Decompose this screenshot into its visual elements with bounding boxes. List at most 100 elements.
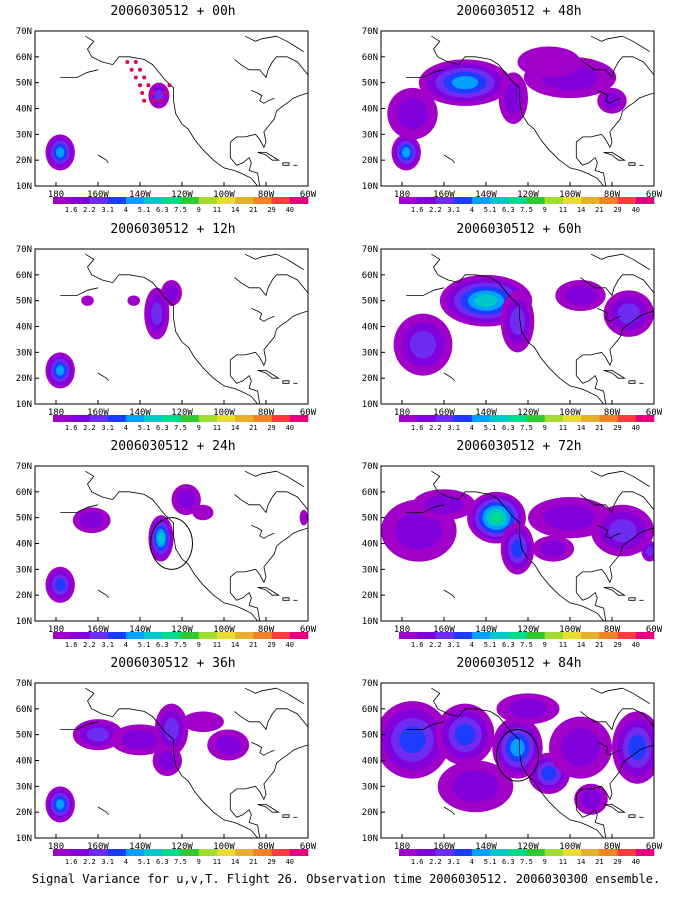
coastline-1 xyxy=(575,527,654,621)
y-tick-label: 70N xyxy=(16,27,32,37)
colorbar-label: 11 xyxy=(559,641,567,649)
colorbar-label: 3.1 xyxy=(447,206,460,214)
x-tick-label: 100W xyxy=(213,625,235,635)
colorbar-swatch xyxy=(617,849,637,856)
colorbar-label: 14 xyxy=(231,641,239,649)
colorbar-label: 14 xyxy=(577,858,585,866)
coastline-1 xyxy=(229,310,308,404)
obs-marker-9 xyxy=(146,83,151,88)
y-tick-label: 60N xyxy=(362,271,378,281)
x-tick-label: 140W xyxy=(475,842,497,852)
colorbar-swatch xyxy=(235,632,254,639)
coastline-2 xyxy=(580,491,654,514)
colorbar-swatch xyxy=(635,415,655,422)
variance-contour-4-1 xyxy=(544,504,596,531)
colorbar-swatch xyxy=(180,849,200,856)
obs-marker-8 xyxy=(142,75,147,80)
coastline-1 xyxy=(229,744,308,838)
colorbar-label: 40 xyxy=(286,858,294,866)
coastline-10 xyxy=(406,69,445,78)
x-tick-label: 160W xyxy=(433,190,455,200)
colorbar-label: 21 xyxy=(249,858,257,866)
y-tick-label: 70N xyxy=(362,27,378,37)
colorbar-swatch xyxy=(599,415,618,422)
colorbar-swatch xyxy=(89,197,108,204)
coastline-8 xyxy=(590,35,623,42)
colorbar-label: 40 xyxy=(632,206,640,214)
colorbar-swatch xyxy=(526,849,546,856)
colorbar-label: 7.5 xyxy=(174,641,187,649)
panel-title: 2006030512 + 36h xyxy=(110,656,236,671)
obs-marker-10 xyxy=(150,91,155,95)
colorbar-swatch xyxy=(53,197,72,204)
x-tick-label: 180 xyxy=(48,625,64,635)
coastline-0 xyxy=(431,35,604,186)
y-tick-label: 10N xyxy=(16,182,32,192)
colorbar-label: 3.1 xyxy=(447,424,460,432)
colorbar-label: 7.5 xyxy=(174,858,187,866)
y-tick-label: 70N xyxy=(16,462,32,472)
variance-contour-4-0 xyxy=(192,504,214,521)
coastline-1 xyxy=(575,310,654,404)
x-tick-label: 140W xyxy=(475,625,497,635)
colorbar-label: 11 xyxy=(559,206,567,214)
coastline-10 xyxy=(60,69,99,78)
y-tick-label: 70N xyxy=(16,245,32,255)
plot-area xyxy=(381,249,654,404)
coastline-4 xyxy=(282,162,290,166)
obs-marker-11 xyxy=(152,98,157,103)
colorbar-label: 9 xyxy=(543,858,547,866)
coastline-6 xyxy=(597,90,621,104)
coastline-0 xyxy=(431,687,604,838)
colorbar-label: 7.5 xyxy=(520,858,533,866)
coastline-2 xyxy=(580,708,654,731)
coastline-0 xyxy=(85,35,258,186)
colorbar-label: 2.2 xyxy=(429,641,442,649)
x-tick-label: 120W xyxy=(517,408,539,418)
x-tick-label: 180 xyxy=(48,190,64,200)
y-tick-label: 40N xyxy=(16,757,32,767)
x-tick-label: 100W xyxy=(213,842,235,852)
variance-contour-5-1 xyxy=(215,735,242,755)
x-tick-label: 140W xyxy=(475,190,497,200)
x-tick-label: 120W xyxy=(517,625,539,635)
colorbar-label: 6.3 xyxy=(156,858,169,866)
x-tick-label: 80W xyxy=(604,842,621,852)
y-tick-label: 70N xyxy=(16,679,32,689)
colorbar-swatch xyxy=(216,849,236,856)
colorbar-swatch xyxy=(617,197,637,204)
variance-contour-3-1 xyxy=(564,285,597,306)
variance-contour-5-3 xyxy=(628,735,646,761)
y-tick-label: 50N xyxy=(16,514,32,524)
variance-contour-6-1 xyxy=(540,540,567,557)
colorbar-swatch xyxy=(107,197,127,204)
colorbar-swatch xyxy=(453,849,473,856)
colorbar-swatch xyxy=(471,632,491,639)
colorbar-label: 40 xyxy=(286,206,294,214)
colorbar-label: 4 xyxy=(124,424,128,432)
variance-contour-2-4 xyxy=(510,738,525,757)
colorbar-label: 6.3 xyxy=(502,424,515,432)
colorbar-swatch xyxy=(599,632,618,639)
colorbar-swatch xyxy=(180,197,200,204)
x-tick-label: 120W xyxy=(171,625,193,635)
coastline-8 xyxy=(244,253,277,260)
colorbar-swatch xyxy=(235,197,254,204)
coastline-1 xyxy=(575,92,654,186)
target-circle xyxy=(150,517,193,570)
colorbar-label: 3.1 xyxy=(101,424,114,432)
coastline-9 xyxy=(97,806,107,813)
coastline-4 xyxy=(628,597,636,601)
colorbar-label: 5.1 xyxy=(138,641,151,649)
colorbar-swatch xyxy=(417,849,436,856)
variance-contour-0-4 xyxy=(402,147,411,158)
x-tick-label: 100W xyxy=(559,625,581,635)
colorbar-label: 11 xyxy=(213,641,221,649)
obs-marker-3 xyxy=(138,83,142,88)
colorbar-swatch xyxy=(198,415,218,422)
coastline-6 xyxy=(251,742,275,756)
x-tick-label: 60W xyxy=(646,190,663,200)
x-tick-label: 180 xyxy=(48,408,64,418)
x-tick-label: 100W xyxy=(559,408,581,418)
coastline-6 xyxy=(597,525,621,539)
